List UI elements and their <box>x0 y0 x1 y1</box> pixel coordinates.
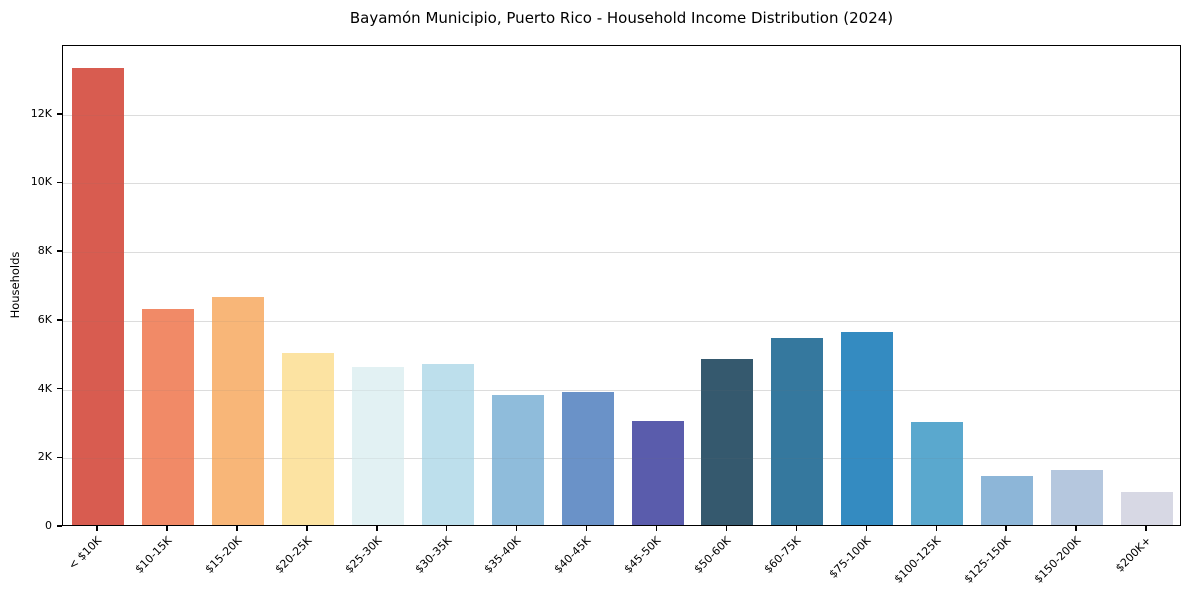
x-tick-label-$60-75K: $60-75K <box>761 534 804 576</box>
bar-$200K+ <box>1121 491 1173 525</box>
x-tick-label-$100-125K: $100-125K <box>891 534 944 586</box>
x-tick-label-$15-20K: $15-20K <box>202 534 245 576</box>
y-tick-label-10K: 10K <box>30 175 52 189</box>
x-tick-label-$50-60K: $50-60K <box>691 534 734 576</box>
y-tick-label-12K: 12K <box>30 106 52 120</box>
y-tick-mark-0 <box>57 525 62 527</box>
y-axis-label: Households <box>8 251 22 319</box>
y-tick-label-8K: 8K <box>37 244 52 258</box>
y-tick-mark-6K <box>57 319 62 321</box>
x-tick-label-$45-50K: $45-50K <box>621 534 664 576</box>
gridline-12000 <box>63 114 1180 116</box>
bar-$50-60K <box>701 359 754 525</box>
x-tick-mark-$150-200K <box>1075 526 1077 531</box>
gridline-12000 <box>63 114 1180 116</box>
x-tick-mark-$200K+ <box>1145 526 1147 531</box>
x-tick-mark-$75-100K <box>865 526 867 531</box>
x-tick-mark-$40-45K <box>585 526 588 531</box>
y-tick-mark-12K <box>57 113 62 115</box>
gridline-2000 <box>63 458 1180 460</box>
gridline-8000 <box>63 252 1180 254</box>
x-tick-mark-$10-15K <box>166 526 168 531</box>
y-tick-mark-8K <box>57 250 62 252</box>
x-tick-label-$30-35K: $30-35K <box>412 534 454 576</box>
bar-$45-50K <box>631 420 684 525</box>
x-tick-label-$125-150K: $125-150K <box>961 534 1014 586</box>
gridline-10000 <box>63 183 1180 185</box>
x-tick-mark-$60-75K <box>795 526 798 531</box>
x-tick-label-$75-100K: $75-100K <box>826 534 874 581</box>
gridline-8000 <box>63 252 1180 254</box>
bar-$125-150K <box>981 476 1034 525</box>
y-tick-label-0: 0 <box>45 519 52 532</box>
y-tick-mark-10K <box>57 181 62 184</box>
x-tick-label-$20-25K: $20-25K <box>272 534 315 576</box>
bar-$150-200K <box>1051 469 1104 525</box>
gridline-4000 <box>63 389 1180 391</box>
x-tick-mark-$20-25K <box>306 526 308 531</box>
bar-$40-45K <box>561 392 614 525</box>
y-tick-mark-2K <box>57 456 62 458</box>
x-tick-label-< $10K: < $10K <box>66 534 105 573</box>
gridline-10000 <box>63 183 1180 185</box>
x-tick-label-$40-45K: $40-45K <box>551 534 594 576</box>
x-tick-mark-< $10K <box>96 526 98 531</box>
y-tick-label-6K: 6K <box>37 312 52 326</box>
x-tick-mark-$45-50K <box>655 526 658 531</box>
y-tick-label-4K: 4K <box>37 381 52 395</box>
y-tick-label-2K: 2K <box>37 450 52 464</box>
x-tick-mark-$25-30K <box>376 526 378 531</box>
bar-$30-35K <box>421 363 474 525</box>
x-tick-mark-$15-20K <box>236 526 238 531</box>
x-tick-label-$25-30K: $25-30K <box>342 534 384 576</box>
bar-< $10K <box>72 68 124 525</box>
bar-$100-125K <box>911 421 964 525</box>
x-tick-mark-$125-150K <box>1005 526 1007 531</box>
bar-$15-20K <box>211 297 264 525</box>
bar-$25-30K <box>351 367 404 525</box>
bar-$10-15K <box>141 309 194 525</box>
x-tick-label-$150-200K: $150-200K <box>1031 534 1084 586</box>
plot-area <box>62 45 1181 526</box>
bar-$75-100K <box>841 332 894 525</box>
x-tick-label-$35-40K: $35-40K <box>481 534 524 576</box>
y-tick-mark-4K <box>57 387 62 390</box>
gridline-6000 <box>63 320 1180 322</box>
gridline-2000 <box>63 458 1180 460</box>
x-tick-mark-$100-125K <box>935 526 937 531</box>
x-tick-mark-$30-35K <box>445 526 448 531</box>
bar-$60-75K <box>771 337 824 525</box>
gridline-6000 <box>63 320 1180 322</box>
x-tick-label-$10-15K: $10-15K <box>132 534 175 576</box>
chart-title: Bayamón Municipio, Puerto Rico - Househo… <box>349 9 894 27</box>
x-tick-mark-$35-40K <box>515 526 518 531</box>
gridline-4000 <box>63 389 1180 391</box>
x-tick-label-$200K+: $200K+ <box>1112 534 1154 575</box>
x-tick-mark-$50-60K <box>725 526 728 531</box>
bar-$20-25K <box>281 353 334 525</box>
bar-$35-40K <box>491 395 544 525</box>
